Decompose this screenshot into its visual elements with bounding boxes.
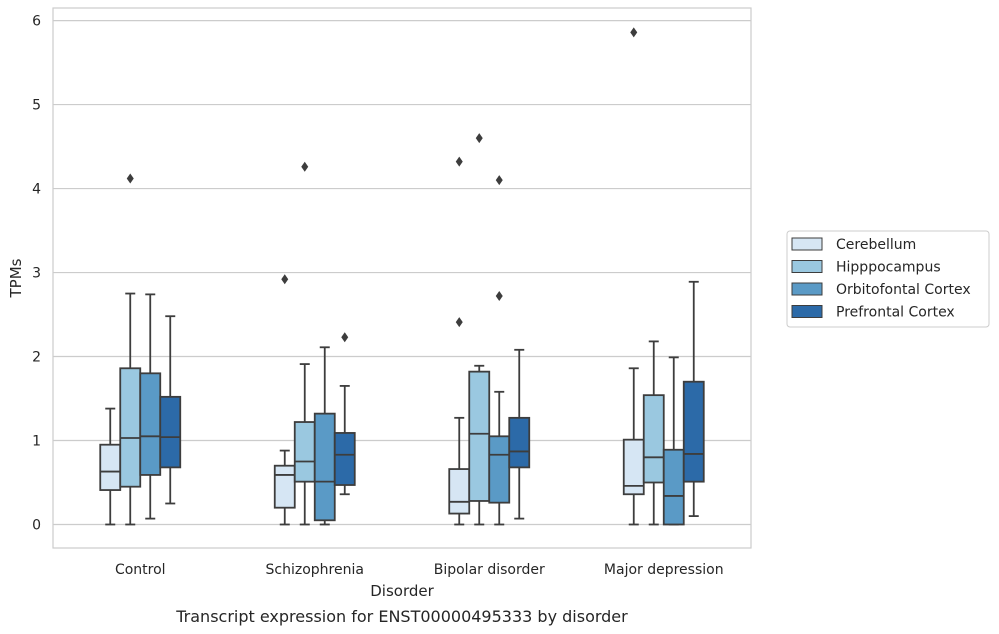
box-4-3 <box>662 356 685 526</box>
legend-label: Cerebellum <box>836 237 916 253</box>
outlier-point <box>126 173 134 184</box>
x-axis-label: Disorder <box>370 582 434 600</box>
legend: Cerebellum Hipppocampus Orbitofontal Corte… <box>786 230 990 328</box>
box-3-3 <box>488 175 511 526</box>
outlier-point <box>455 156 463 167</box>
legend-swatch <box>791 237 823 251</box>
y-tick-labels: 0 1 2 3 4 5 6 <box>32 14 41 534</box>
legend-label: Orbitofontal Cortex <box>836 282 971 298</box>
box-1-4 <box>159 315 182 505</box>
box-body <box>333 432 356 486</box>
box-3-4 <box>508 348 531 520</box>
legend-label: Hipppocampus <box>836 260 941 276</box>
y-tick-label: 0 <box>32 517 41 533</box>
y-tick-label: 4 <box>32 182 41 198</box>
legend-item: Hipppocampus <box>791 260 941 276</box>
outlier-point <box>281 274 289 285</box>
box-body <box>139 372 162 476</box>
outlier-point <box>301 161 309 172</box>
box-body <box>448 468 471 515</box>
x-tick-label: Bipolar disorder <box>434 562 545 578</box>
box-4-2 <box>642 340 665 526</box>
box-body <box>273 464 296 509</box>
outlier-point <box>455 317 463 328</box>
box-2-4 <box>333 332 356 496</box>
box-1-1 <box>99 407 122 526</box>
box-body <box>488 435 511 504</box>
box-body <box>293 421 316 483</box>
y-tick-label: 6 <box>32 14 41 30</box>
box-body <box>662 448 685 526</box>
box-body <box>468 370 491 502</box>
legend-swatch <box>791 282 823 296</box>
box-3-2 <box>468 133 491 526</box>
box-1-2 <box>119 173 142 526</box>
x-tick-label: Control <box>115 562 166 578</box>
box-4-4 <box>682 280 705 517</box>
box-body <box>159 395 182 469</box>
y-tick-label: 5 <box>32 98 41 114</box>
box-1-3 <box>139 293 162 520</box>
box-body <box>508 416 531 469</box>
legend-swatch <box>791 260 823 273</box>
box-body <box>99 443 122 491</box>
outlier-point <box>495 175 503 186</box>
legend-item: Prefrontal Cortex <box>791 305 955 321</box>
x-tick-label: Schizophrenia <box>266 562 364 578</box>
box-2-1 <box>273 274 296 526</box>
y-tick-label: 2 <box>32 350 41 366</box>
legend-label: Prefrontal Cortex <box>836 305 955 321</box>
box-body <box>682 380 705 483</box>
legend-item: Orbitofontal Cortex <box>791 282 971 298</box>
legend-frame <box>786 230 990 328</box>
legend-item: Cerebellum <box>791 237 916 253</box>
y-tick-label: 1 <box>32 434 41 450</box>
x-tick-labels: Control Schizophrenia Bipolar disorder Majo… <box>115 562 724 578</box>
box-series <box>99 27 705 526</box>
legend-swatch <box>791 305 823 318</box>
x-tick-label: Major depression <box>604 562 724 578</box>
y-axis-label: TPMs <box>7 258 25 298</box>
outlier-point <box>495 291 503 302</box>
box-4-1 <box>622 27 645 526</box>
outlier-point <box>475 133 483 144</box>
box-2-3 <box>313 346 336 526</box>
box-body <box>313 412 336 522</box>
y-tick-label: 3 <box>32 266 41 282</box>
box-body <box>119 367 142 488</box>
chart-caption: Transcript expression for ENST0000049533… <box>175 607 628 626</box>
plot-frame <box>52 7 752 549</box>
outlier-point <box>630 27 638 38</box>
box-body <box>642 394 665 484</box>
outlier-point <box>341 332 349 343</box>
